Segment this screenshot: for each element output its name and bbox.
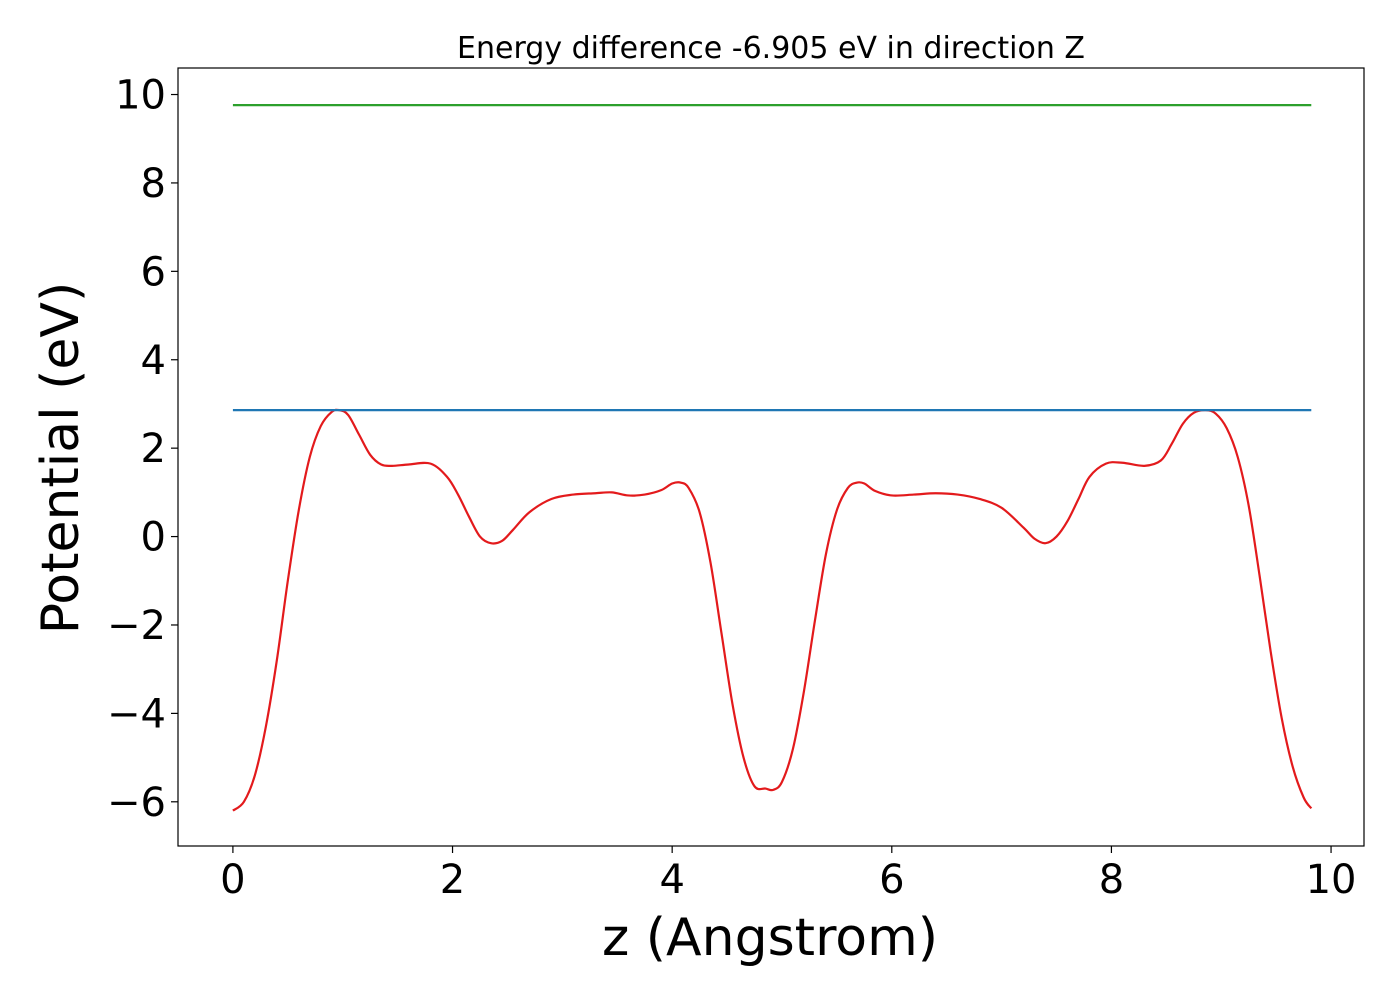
y-axis: −6 −4 −2 0 2 4 6 8 10: [107, 73, 178, 826]
x-axis-title: z (Angstrom): [602, 908, 938, 968]
chart-title: Energy difference -6.905 eV in direction…: [457, 31, 1085, 66]
x-tick-label: 8: [1099, 857, 1124, 903]
x-tick-label: 2: [440, 857, 465, 903]
y-tick-label: 6: [141, 249, 166, 295]
x-axis: 0 2 4 6 8 10: [220, 846, 1357, 903]
y-tick-label: 2: [141, 426, 166, 472]
y-tick-label: −2: [107, 603, 166, 649]
y-tick-label: −6: [107, 780, 166, 826]
x-tick-label: 4: [659, 857, 684, 903]
y-tick-label: −4: [107, 691, 166, 737]
plot-lines: [232, 104, 1313, 812]
y-tick-label: 8: [141, 161, 166, 207]
y-tick-label: 0: [141, 515, 166, 561]
y-axis-title: Potential (eV): [31, 282, 91, 634]
plot-frame: [177, 67, 1365, 847]
x-tick-label: 6: [879, 857, 904, 903]
series-line-0: [232, 408, 1313, 812]
x-tick-label: 10: [1306, 857, 1357, 903]
y-tick-label: 10: [115, 73, 166, 119]
x-tick-label: 0: [220, 857, 245, 903]
y-tick-label: 4: [141, 338, 166, 384]
